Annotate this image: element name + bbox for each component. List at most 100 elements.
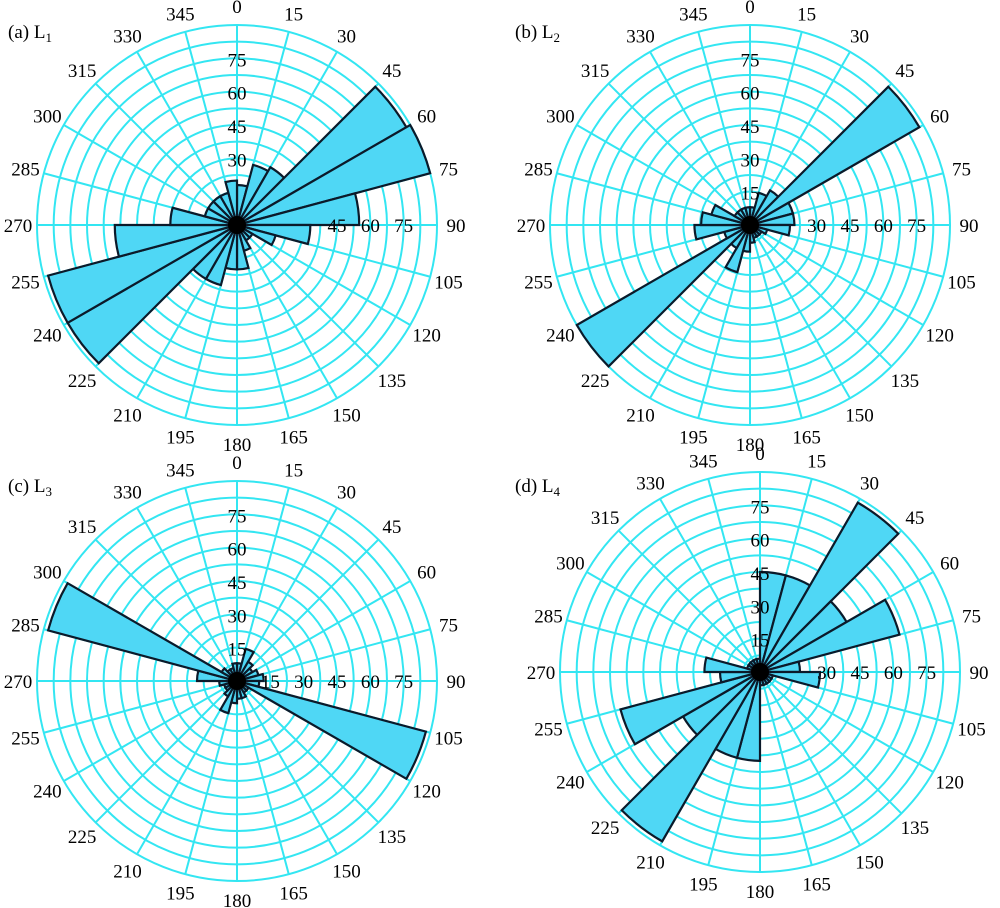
rose-panel-c: 0 15 30 45 60 75 90 105 120 135 150 165 180 195 210 225… xyxy=(4,453,466,908)
angle-tick-label: 195 xyxy=(166,428,195,449)
angle-tick-label: 0 xyxy=(232,0,242,18)
grid-spoke xyxy=(63,680,238,782)
angle-tick-label: 345 xyxy=(679,4,708,25)
radial-tick-label: 30 xyxy=(228,150,247,171)
grid-spoke xyxy=(236,580,411,682)
radial-tick-label: 60 xyxy=(741,84,760,105)
radial-tick-label: 60 xyxy=(361,672,380,693)
angle-tick-label: 30 xyxy=(337,26,356,47)
angle-tick-label: 240 xyxy=(546,326,575,347)
radial-tick-label: 30 xyxy=(751,597,770,618)
rose-petal-75 xyxy=(236,192,361,227)
grid-spoke xyxy=(749,224,803,419)
angle-tick-label: 285 xyxy=(524,159,553,180)
angle-tick-label: 270 xyxy=(4,216,33,237)
angle-tick-label: 135 xyxy=(901,818,930,839)
rose-petal-60 xyxy=(236,123,432,227)
grid-spoke xyxy=(749,224,893,368)
angle-tick-label: 135 xyxy=(891,371,920,392)
angle-tick-label: 330 xyxy=(113,26,142,47)
angle-tick-label: 60 xyxy=(930,107,949,128)
angle-tick-label: 195 xyxy=(689,875,718,896)
angle-tick-label: 270 xyxy=(4,672,33,693)
angle-tick-label: 150 xyxy=(332,862,361,883)
radial-tick-label: 15 xyxy=(261,672,280,693)
angle-tick-label: 60 xyxy=(417,563,436,584)
angle-tick-label: 90 xyxy=(960,216,979,237)
panel-label-main: (d) L xyxy=(515,476,554,497)
radial-tick-label: 75 xyxy=(394,672,413,693)
radial-tick-label: 60 xyxy=(751,531,770,552)
angle-tick-label: 330 xyxy=(636,473,665,494)
grid-spoke xyxy=(759,671,903,815)
angle-tick-label: 255 xyxy=(11,273,40,294)
radial-tick-label: 45 xyxy=(328,216,347,237)
panel-label-subscript: 2 xyxy=(554,30,561,45)
grid-spoke xyxy=(236,680,290,875)
angle-tick-label: 0 xyxy=(745,0,755,18)
rose-petal-75 xyxy=(749,212,796,227)
angle-tick-label: 225 xyxy=(68,371,97,392)
angle-tick-label: 255 xyxy=(524,273,553,294)
angle-tick-label: 90 xyxy=(447,672,466,693)
panel-label-subscript: 1 xyxy=(45,30,52,45)
rose-petal-210 xyxy=(620,671,761,843)
grid-spoke xyxy=(236,224,338,399)
radial-tick-label: 60 xyxy=(874,216,893,237)
rose-petal-105 xyxy=(236,679,428,781)
angle-tick-label: 210 xyxy=(626,406,655,427)
angle-tick-label: 270 xyxy=(527,663,556,684)
angle-tick-label: 120 xyxy=(412,782,441,803)
grid-spoke xyxy=(236,628,431,682)
angle-tick-label: 45 xyxy=(895,61,914,82)
angle-tick-label: 60 xyxy=(417,107,436,128)
angle-tick-label: 315 xyxy=(68,517,97,538)
panel-label-subscript: 3 xyxy=(45,484,52,499)
angle-tick-label: 255 xyxy=(534,720,563,741)
angle-tick-label: 75 xyxy=(962,606,981,627)
grid-spoke xyxy=(236,680,338,855)
panel-label-main: (a) L xyxy=(8,22,45,43)
radial-tick-label: 75 xyxy=(228,50,247,71)
radial-tick-label: 15 xyxy=(741,184,760,205)
center-hub xyxy=(741,216,759,234)
angle-tick-label: 105 xyxy=(434,273,463,294)
angle-tick-label: 165 xyxy=(279,428,308,449)
rose-petal-255 xyxy=(693,223,751,241)
angle-tick-label: 270 xyxy=(517,216,546,237)
rose-petal-60 xyxy=(759,598,901,674)
radial-tick-label: 60 xyxy=(228,540,247,561)
radial-tick-label: 15 xyxy=(228,640,247,661)
angle-tick-label: 195 xyxy=(166,884,195,905)
angle-tick-label: 30 xyxy=(850,26,869,47)
radial-tick-label: 75 xyxy=(751,497,770,518)
grid-spoke xyxy=(759,671,861,846)
radial-tick-label: 75 xyxy=(907,216,926,237)
angle-tick-label: 300 xyxy=(556,554,585,575)
angle-tick-label: 240 xyxy=(33,782,62,803)
radial-tick-label: 30 xyxy=(228,606,247,627)
panel-label-main: (c) L xyxy=(8,476,45,497)
angle-tick-label: 165 xyxy=(802,875,831,896)
radial-tick-label: 45 xyxy=(851,663,870,684)
angle-tick-label: 0 xyxy=(232,453,242,474)
angle-tick-label: 75 xyxy=(439,159,458,180)
radial-tick-label: 75 xyxy=(741,50,760,71)
angle-tick-label: 345 xyxy=(166,460,195,481)
panel-label: (b) L2 xyxy=(515,22,560,45)
angle-tick-label: 15 xyxy=(284,4,303,25)
grid-spoke xyxy=(94,538,238,682)
radial-tick-label: 60 xyxy=(884,663,903,684)
angle-tick-label: 30 xyxy=(337,482,356,503)
angle-tick-label: 315 xyxy=(68,61,97,82)
angle-tick-label: 315 xyxy=(591,508,620,529)
angle-tick-label: 180 xyxy=(746,882,775,903)
angle-tick-label: 135 xyxy=(378,371,407,392)
rose-petal-240 xyxy=(46,223,238,325)
angle-tick-label: 300 xyxy=(546,107,575,128)
angle-tick-label: 150 xyxy=(855,853,884,874)
angle-tick-label: 120 xyxy=(412,326,441,347)
angle-tick-label: 15 xyxy=(284,460,303,481)
angle-tick-label: 105 xyxy=(957,720,986,741)
angle-tick-label: 255 xyxy=(11,729,40,750)
